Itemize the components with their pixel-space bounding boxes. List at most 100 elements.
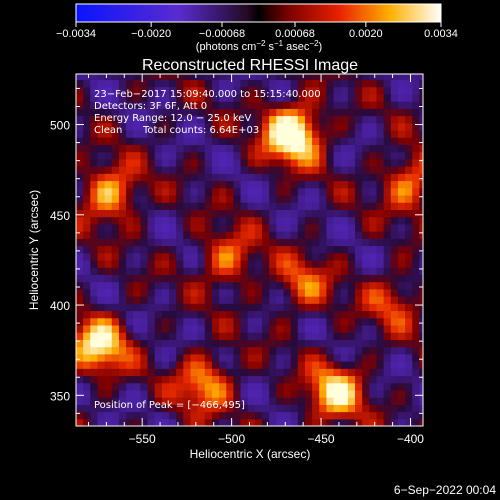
heatmap-cell bbox=[233, 245, 242, 254]
heatmap-cell bbox=[111, 129, 120, 138]
heatmap-cell bbox=[176, 158, 184, 167]
heatmap-cell bbox=[197, 353, 206, 362]
heatmap-cell bbox=[412, 137, 421, 145]
heatmap-cell bbox=[90, 361, 99, 369]
heatmap-cell bbox=[219, 158, 227, 167]
heatmap-cell bbox=[219, 74, 227, 81]
heatmap-cell bbox=[154, 346, 163, 355]
colorbar-gradient bbox=[75, 3, 442, 23]
heatmap-cell bbox=[133, 93, 141, 102]
heatmap-cell bbox=[269, 418, 277, 426]
heatmap-cell bbox=[219, 317, 227, 326]
heatmap-cell bbox=[312, 382, 320, 391]
heatmap-cell bbox=[254, 382, 263, 391]
heatmap-cell bbox=[347, 238, 356, 247]
heatmap-cell bbox=[312, 411, 320, 420]
heatmap-cell bbox=[126, 101, 134, 109]
heatmap-cell bbox=[97, 101, 106, 109]
heatmap-cell bbox=[333, 317, 342, 326]
heatmap-cell bbox=[340, 187, 349, 196]
heatmap-cell bbox=[390, 108, 399, 117]
heatmap-cell bbox=[304, 368, 313, 377]
heatmap-cell bbox=[197, 115, 206, 124]
heatmap-cell bbox=[340, 332, 349, 340]
heatmap-cell bbox=[333, 187, 342, 196]
heatmap-cell bbox=[376, 180, 385, 189]
heatmap-cell bbox=[240, 310, 249, 319]
heatmap-cell bbox=[390, 173, 399, 182]
heatmap-cell bbox=[390, 353, 399, 362]
heatmap-cell bbox=[290, 368, 299, 377]
heatmap-cell bbox=[211, 404, 220, 413]
heatmap-cell bbox=[333, 267, 342, 275]
heatmap-cell bbox=[376, 223, 385, 232]
heatmap-cell bbox=[226, 74, 235, 81]
heatmap-cell bbox=[197, 202, 206, 210]
heatmap-cell bbox=[83, 324, 91, 333]
heatmap-cell bbox=[304, 238, 313, 247]
heatmap-cell bbox=[326, 137, 335, 145]
heatmap-cell bbox=[176, 79, 184, 88]
heatmap-cell bbox=[326, 324, 335, 333]
heatmap-cell bbox=[97, 346, 106, 355]
heatmap-cell bbox=[412, 216, 421, 225]
heatmap-cell bbox=[262, 339, 270, 348]
heatmap-cell bbox=[347, 86, 356, 95]
heatmap-cell bbox=[333, 115, 342, 124]
heatmap-cell bbox=[304, 108, 313, 117]
heatmap-cell bbox=[176, 353, 184, 362]
heatmap-cell bbox=[405, 252, 413, 261]
heatmap-cell bbox=[154, 245, 163, 254]
heatmap-cell bbox=[269, 324, 277, 333]
heatmap-cell bbox=[126, 324, 134, 333]
heatmap-cell bbox=[240, 397, 249, 405]
heatmap-cell bbox=[419, 144, 423, 153]
heatmap-cell bbox=[397, 339, 406, 348]
heatmap-cell bbox=[97, 173, 106, 182]
heatmap-cell bbox=[376, 93, 385, 102]
heatmap-cell bbox=[383, 216, 392, 225]
heatmap-cell bbox=[376, 129, 385, 138]
heatmap-cell bbox=[269, 115, 277, 124]
heatmap-cell bbox=[161, 259, 170, 268]
heatmap-cell bbox=[254, 108, 263, 117]
heatmap-cell bbox=[362, 223, 370, 232]
heatmap-cell bbox=[390, 129, 399, 138]
heatmap-cell bbox=[319, 245, 328, 254]
heatmap-cell bbox=[397, 180, 406, 189]
heatmap-cell bbox=[362, 296, 370, 304]
heatmap-cell bbox=[290, 346, 299, 355]
heatmap-cell bbox=[97, 339, 106, 348]
heatmap-cell bbox=[283, 404, 292, 413]
heatmap-cell bbox=[383, 288, 392, 297]
heatmap-cell bbox=[118, 296, 127, 304]
heatmap-cell bbox=[226, 144, 235, 153]
heatmap-cell bbox=[97, 187, 106, 196]
heatmap-cell bbox=[290, 209, 299, 218]
heatmap-cell bbox=[269, 79, 277, 88]
heatmap-cell bbox=[111, 375, 120, 384]
heatmap-cell bbox=[169, 86, 177, 95]
heatmap-cell bbox=[90, 353, 99, 362]
heatmap-cell bbox=[169, 310, 177, 319]
heatmap-cell bbox=[283, 93, 292, 102]
heatmap-cell bbox=[97, 202, 106, 210]
heatmap-cell bbox=[126, 368, 134, 377]
heatmap-cell bbox=[283, 187, 292, 196]
heatmap-cell bbox=[90, 368, 99, 377]
heatmap-cell bbox=[190, 389, 199, 398]
heatmap-cell bbox=[126, 115, 134, 124]
heatmap-cell bbox=[419, 151, 423, 160]
heatmap-cell bbox=[76, 223, 84, 232]
heatmap-cell bbox=[362, 389, 370, 398]
heatmap-cell bbox=[390, 238, 399, 247]
heatmap-cell bbox=[304, 310, 313, 319]
heatmap-cell bbox=[355, 259, 363, 268]
heatmap-cell bbox=[383, 180, 392, 189]
heatmap-cell bbox=[397, 353, 406, 362]
heatmap-cell bbox=[97, 281, 106, 290]
heatmap-cell bbox=[262, 375, 270, 384]
heatmap-cell bbox=[104, 411, 113, 420]
heatmap-cell bbox=[319, 259, 328, 268]
heatmap-cell bbox=[376, 382, 385, 391]
